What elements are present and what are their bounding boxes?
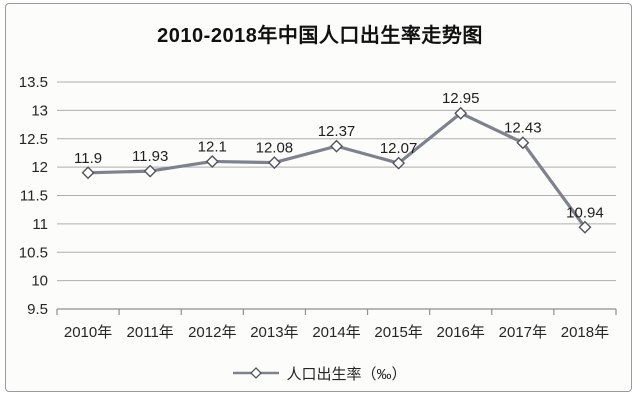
data-point-marker (205, 154, 219, 168)
x-axis-ticks (56, 309, 617, 315)
data-label: 12.07 (380, 140, 418, 157)
legend-label: 人口出生率（‰） (286, 365, 407, 383)
data-label: 11.93 (132, 148, 168, 165)
legend-diamond-marker (250, 367, 263, 379)
y-axis-labels: 9.5 10 10.5 11 11.5 12 12.5 13 13.5 (19, 74, 48, 318)
y-tick-label: 9.5 (27, 301, 48, 318)
data-label: 11.9 (74, 150, 102, 167)
y-tick-label: 12.5 (19, 131, 48, 148)
gridlines (57, 81, 616, 310)
x-tick-label: 2011年 (127, 324, 174, 341)
data-label: 12.95 (442, 90, 480, 107)
y-tick-label: 13.5 (19, 74, 48, 91)
x-tick-label: 2016年 (437, 324, 485, 341)
y-tick-label: 11.5 (20, 188, 48, 205)
data-label: 12.37 (318, 123, 356, 140)
y-tick-label: 13 (31, 102, 48, 119)
data-point-markers (81, 106, 592, 234)
x-tick-label: 2018年 (561, 324, 609, 341)
data-point-marker (81, 166, 95, 180)
x-axis-labels: 2010年 2011年 2012年 2013年 2014年 2015年 2016年 2017年… (64, 324, 609, 341)
data-point-marker (330, 139, 343, 153)
data-point-marker (454, 106, 468, 120)
x-tick-label: 2010年 (64, 324, 112, 341)
x-tick-label: 2013年 (250, 324, 298, 341)
x-tick-label: 2014年 (312, 324, 360, 341)
chart-frame (5, 3, 632, 392)
chart-title: 2010-2018年中国人口出生率走势图 (157, 25, 483, 47)
x-tick-label: 2017年 (499, 324, 547, 341)
y-tick-label: 12 (31, 159, 48, 176)
data-point-marker (143, 164, 157, 178)
legend: 人口出生率（‰） (0, 362, 640, 384)
y-tick-label: 10 (31, 273, 48, 290)
data-point-marker (392, 156, 406, 170)
legend-line-diamond-icon (233, 367, 280, 379)
y-tick-label: 11 (32, 216, 48, 233)
x-tick-label: 2015年 (374, 324, 422, 341)
y-tick-label: 10.5 (19, 244, 48, 261)
x-tick-label: 2012年 (188, 324, 236, 341)
data-label: 12.08 (256, 140, 294, 157)
data-labels: 11.9 11.93 12.1 12.08 12.37 12.07 12.95 12.43 10… (74, 90, 604, 221)
data-label: 12.1 (198, 138, 227, 155)
data-label: 10.94 (566, 204, 604, 221)
data-label: 12.43 (504, 120, 542, 137)
data-point-marker (578, 220, 592, 234)
data-point-marker (267, 156, 281, 170)
data-point-marker (516, 136, 530, 150)
